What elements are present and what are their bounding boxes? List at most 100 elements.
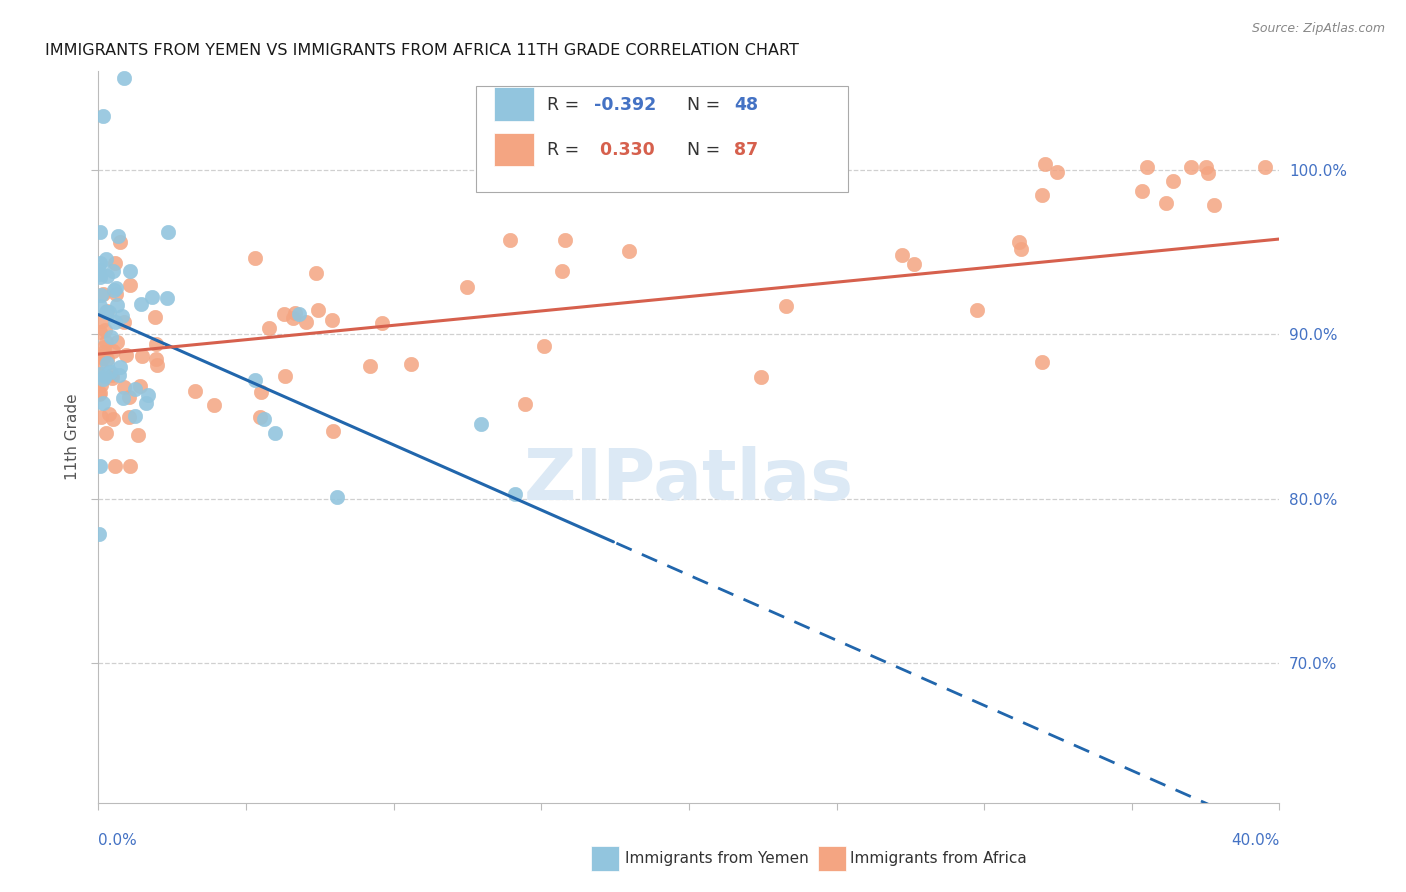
Point (112, 392, 135, 406)
Point (89, 269, 111, 284)
Point (533, 339, 555, 353)
Point (1010, 242, 1032, 256)
Point (89, 385, 111, 400)
Point (89, 262, 111, 277)
FancyBboxPatch shape (477, 86, 848, 192)
FancyBboxPatch shape (591, 846, 619, 871)
Point (87, 526, 110, 541)
Text: Source: ZipAtlas.com: Source: ZipAtlas.com (1251, 22, 1385, 36)
Point (966, 302, 988, 317)
Text: ZIPatlas: ZIPatlas (524, 447, 853, 516)
Point (1156, 195, 1178, 210)
Point (295, 315, 318, 329)
Text: 0.0%: 0.0% (98, 833, 138, 848)
Point (245, 251, 267, 265)
Point (124, 382, 146, 396)
Text: 48: 48 (734, 96, 758, 114)
Point (360, 359, 382, 373)
Point (101, 368, 124, 382)
Point (264, 425, 287, 440)
Point (107, 228, 129, 243)
Point (499, 233, 522, 247)
Point (108, 360, 131, 375)
Text: Immigrants from Africa: Immigrants from Africa (849, 851, 1026, 866)
Point (105, 298, 128, 312)
Point (775, 299, 797, 313)
Point (127, 428, 149, 442)
FancyBboxPatch shape (494, 87, 534, 121)
Point (91, 313, 114, 327)
Point (1195, 160, 1218, 174)
Point (470, 417, 492, 431)
Point (114, 380, 136, 394)
Point (107, 368, 129, 382)
Point (101, 412, 124, 426)
Point (89, 387, 111, 401)
FancyBboxPatch shape (818, 846, 846, 871)
Point (103, 263, 125, 277)
Point (184, 384, 207, 399)
Text: R =: R = (547, 141, 585, 160)
Text: Immigrants from Yemen: Immigrants from Yemen (626, 851, 808, 866)
Point (1008, 235, 1031, 249)
Point (89, 354, 111, 368)
Point (89, 458, 111, 473)
Point (105, 281, 128, 295)
Point (156, 291, 179, 305)
Point (129, 378, 152, 392)
Point (891, 247, 914, 261)
Point (141, 290, 163, 304)
Point (903, 257, 925, 271)
Point (94, 334, 117, 349)
Point (1180, 160, 1202, 174)
Text: 0.330: 0.330 (595, 141, 655, 160)
Point (89, 267, 111, 281)
Point (326, 490, 349, 504)
Point (131, 349, 153, 363)
Text: N =: N = (686, 141, 725, 160)
Point (93, 323, 115, 337)
Point (284, 306, 307, 320)
Point (554, 233, 576, 247)
Point (252, 412, 274, 426)
Point (112, 71, 135, 86)
Point (96, 269, 118, 284)
Point (1163, 174, 1185, 188)
Point (89, 256, 111, 270)
Point (120, 278, 142, 293)
Point (93, 345, 115, 359)
Point (117, 390, 139, 404)
Point (104, 458, 127, 473)
Point (100, 371, 122, 385)
Point (202, 398, 225, 412)
Point (143, 310, 166, 325)
Point (1031, 355, 1053, 369)
Text: N =: N = (686, 96, 725, 114)
Point (288, 307, 311, 321)
Point (274, 369, 297, 384)
Text: 87: 87 (734, 141, 758, 160)
Text: 40.0%: 40.0% (1232, 833, 1279, 848)
Point (104, 287, 127, 301)
Point (281, 311, 304, 326)
Point (96, 252, 118, 266)
Point (551, 263, 574, 277)
Point (103, 283, 125, 297)
Point (89, 325, 111, 339)
Point (90, 410, 112, 425)
Point (146, 358, 169, 372)
Point (250, 384, 273, 399)
Point (1132, 185, 1154, 199)
Point (1046, 164, 1069, 178)
Point (129, 297, 152, 311)
Point (503, 487, 526, 501)
Point (322, 424, 344, 438)
Point (96, 426, 118, 441)
Point (1031, 187, 1053, 202)
Point (1204, 198, 1226, 212)
Point (124, 409, 146, 424)
Point (98, 407, 121, 421)
Text: R =: R = (547, 96, 585, 114)
Point (100, 330, 122, 344)
Point (96, 303, 118, 318)
